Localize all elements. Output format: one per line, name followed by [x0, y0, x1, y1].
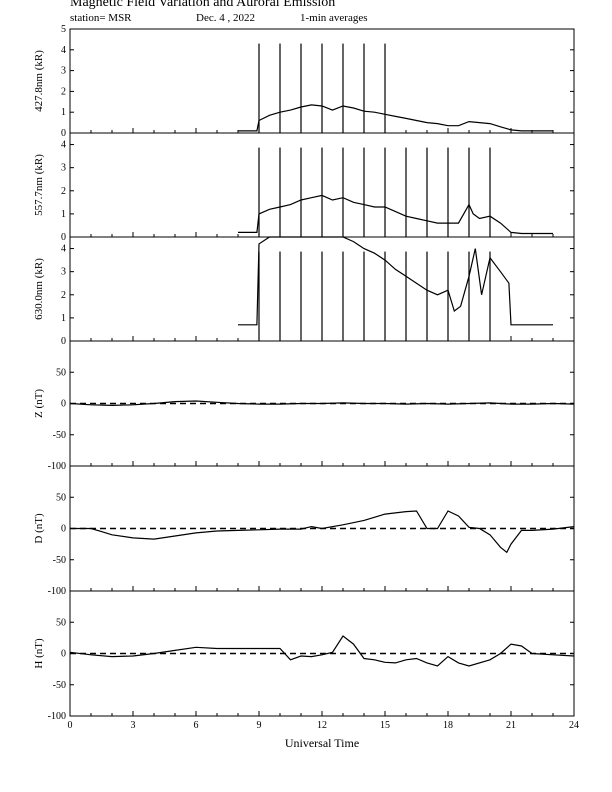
panel-1-series-line	[238, 104, 553, 132]
panel-3-ylabel: 630.0nm (kR)	[33, 258, 45, 320]
xtick-label-8: 24	[569, 720, 579, 731]
panel-4-ytick-label-1: -50	[53, 430, 66, 441]
date-label: Dec. 4 , 2022	[196, 12, 255, 24]
xtick-label-1: 3	[131, 720, 136, 731]
panel-6-series-line	[69, 635, 575, 667]
panel-6-ytick-label-3: 50	[56, 617, 66, 628]
panel-4-series-line	[69, 400, 575, 407]
xtick-label-5: 15	[380, 720, 390, 731]
panel-5-ytick-label-3: 50	[56, 492, 66, 503]
panel-6-ytick-label-2: 0	[61, 649, 66, 660]
panel-4-ylabel: Z (nT)	[33, 389, 45, 418]
panel-1-ytick-label-5: 5	[61, 24, 66, 35]
xtick-label-2: 6	[194, 720, 199, 731]
panel-2-ytick-label-2: 2	[61, 186, 66, 197]
panel-3-ytick-label-1: 1	[61, 313, 66, 324]
panel-3-ytick-label-0: 0	[61, 336, 66, 347]
panel-5-ytick-label-1: -50	[53, 555, 66, 566]
panel-4-ytick-label-3: 50	[56, 367, 66, 378]
panel-2-ytick-label-1: 1	[61, 209, 66, 220]
panel-4-ytick-label-0: -100	[48, 461, 66, 472]
xtick-label-6: 18	[443, 720, 453, 731]
panel-2-ylabel: 557.7nm (kR)	[33, 154, 45, 216]
panel-5-ytick-label-0: -100	[48, 586, 66, 597]
panel-3-ytick-label-4: 4	[61, 244, 66, 255]
panel-5-series-line	[70, 510, 575, 554]
panel-2-ytick-label-3: 3	[61, 163, 66, 174]
panel-1-ytick-label-3: 3	[61, 66, 66, 77]
xtick-label-7: 21	[506, 720, 516, 731]
station-label: station= MSR	[70, 12, 132, 24]
panel-6-ytick-label-0: -100	[48, 711, 66, 722]
panel-6-ylabel: H (nT)	[33, 638, 45, 669]
panel-5-ylabel: D (nT)	[33, 513, 45, 544]
xtick-label-0: 0	[68, 720, 73, 731]
panel-1-ylabel: 427.8nm (kR)	[33, 50, 45, 112]
xtick-label-3: 9	[257, 720, 262, 731]
panel-4-ytick-label-2: 0	[61, 399, 66, 410]
panel-3-series-line	[238, 236, 553, 326]
panel-3-ytick-label-2: 2	[61, 290, 66, 301]
panel-3-ytick-label-3: 3	[61, 267, 66, 278]
panel-1-ytick-label-2: 2	[61, 86, 66, 97]
panel-5-ytick-label-2: 0	[61, 524, 66, 535]
panel-1-ytick-label-4: 4	[61, 45, 66, 56]
xaxis-label: Universal Time	[285, 736, 359, 750]
chart-title: Magnetic Field Variation and Auroral Emi…	[70, 0, 336, 10]
panel-6-ytick-label-1: -50	[53, 680, 66, 691]
panel-1-ytick-label-1: 1	[61, 107, 66, 118]
averaging-label: 1-min averages	[300, 12, 368, 24]
panel-1-ytick-label-0: 0	[61, 128, 66, 139]
xtick-label-4: 12	[317, 720, 327, 731]
panel-2-ytick-label-0: 0	[61, 232, 66, 243]
panel-2-series-line	[238, 194, 553, 235]
panel-2-ytick-label-4: 4	[61, 140, 66, 151]
